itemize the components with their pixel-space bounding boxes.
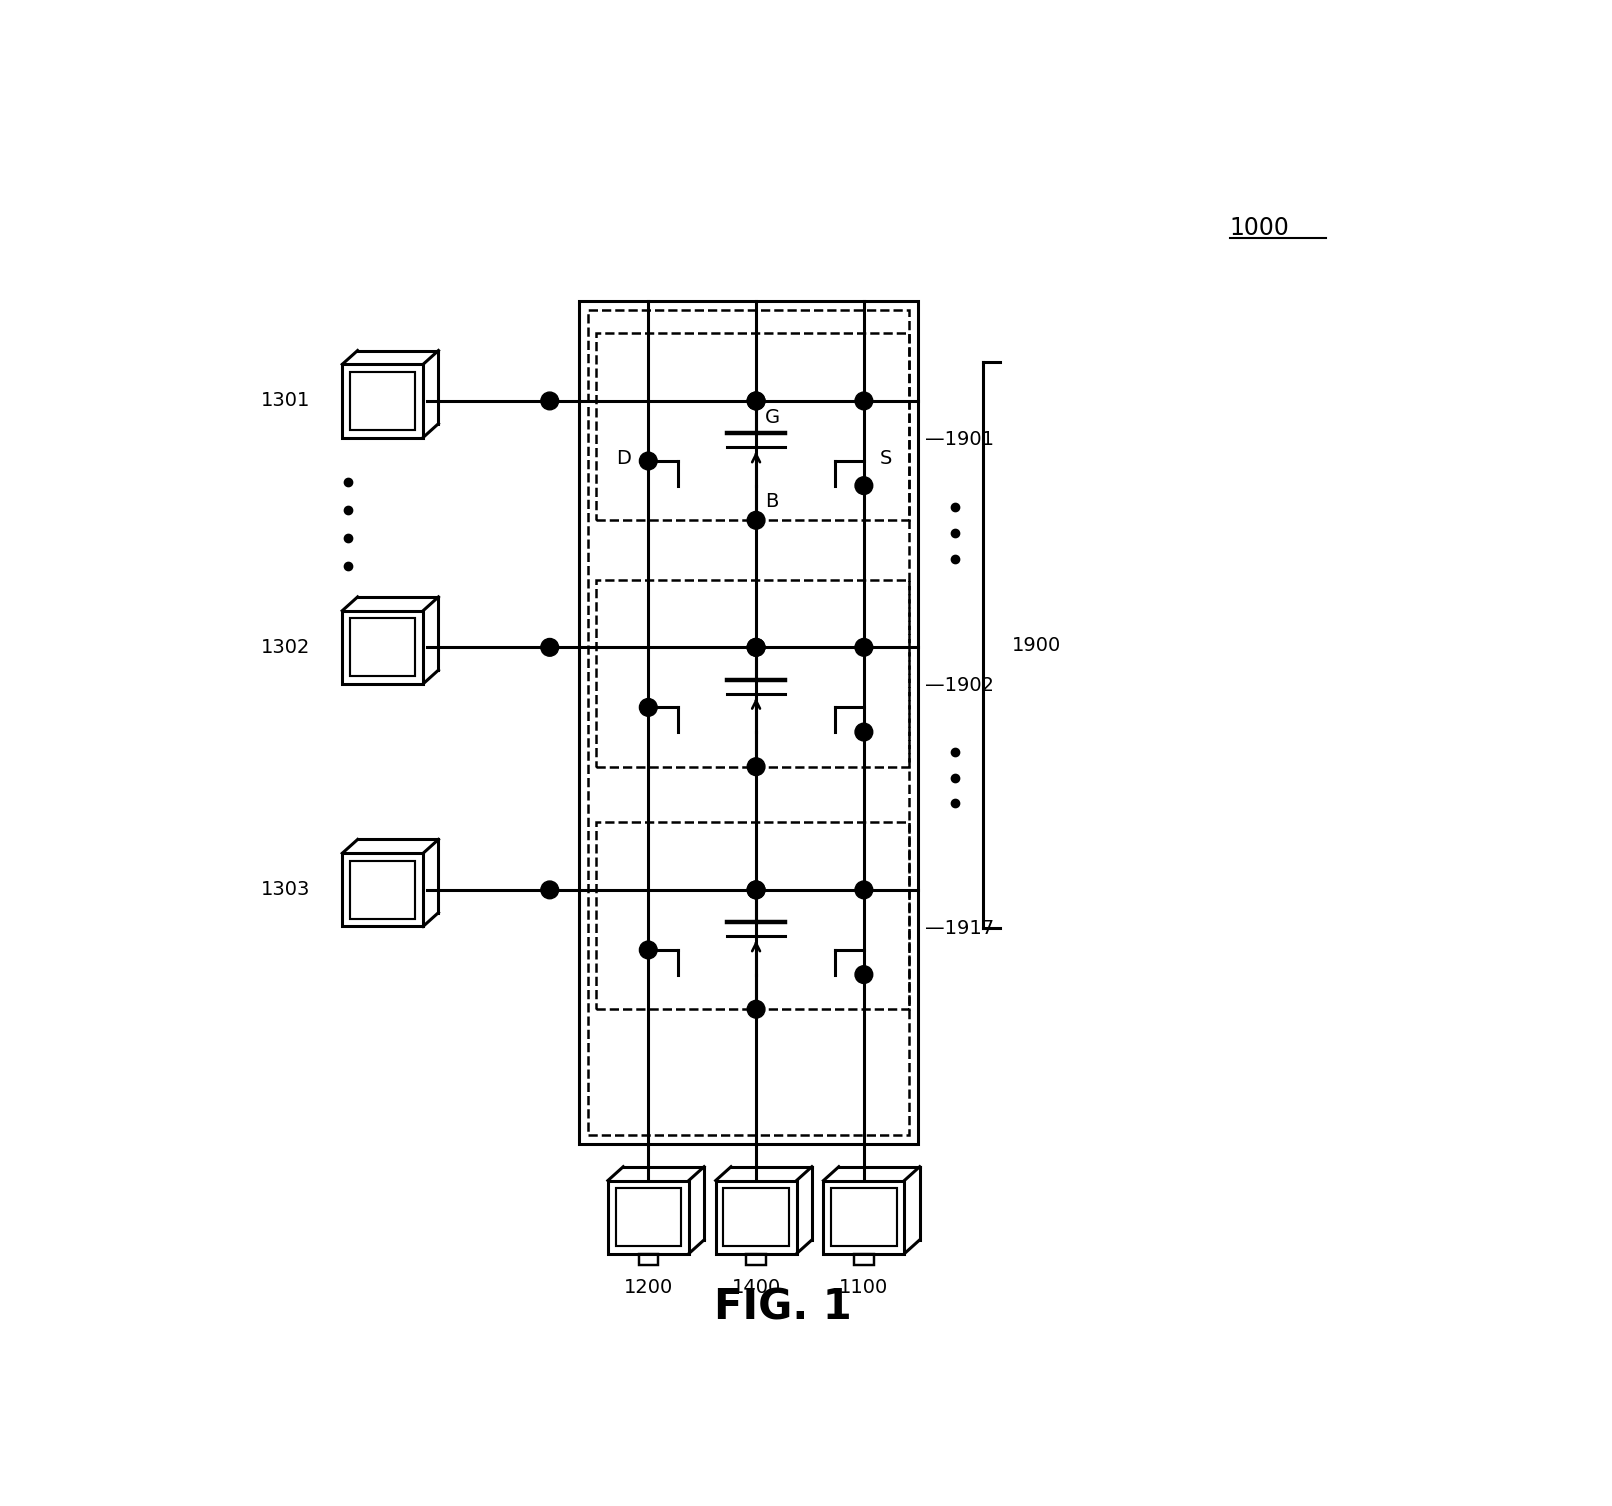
Circle shape	[542, 392, 559, 410]
Text: FIG. 1: FIG. 1	[714, 1288, 851, 1328]
Bar	[588, 310, 909, 1134]
Text: S: S	[879, 449, 891, 468]
Bar	[596, 822, 909, 1009]
Bar	[596, 333, 909, 520]
Bar	[342, 854, 422, 926]
Circle shape	[748, 512, 766, 529]
Circle shape	[854, 965, 872, 983]
Circle shape	[748, 881, 766, 899]
Circle shape	[748, 392, 766, 410]
Bar	[350, 372, 416, 429]
Bar	[854, 1253, 874, 1265]
Bar	[579, 301, 917, 1145]
Circle shape	[854, 881, 872, 899]
Bar	[350, 861, 416, 919]
Text: 1302: 1302	[261, 639, 310, 657]
Circle shape	[854, 392, 872, 410]
Text: 1900: 1900	[1012, 636, 1061, 655]
Circle shape	[748, 392, 766, 410]
Circle shape	[854, 639, 872, 657]
Bar	[824, 1181, 904, 1253]
Text: 1200: 1200	[624, 1279, 672, 1297]
Circle shape	[854, 723, 872, 741]
Circle shape	[748, 639, 766, 657]
Circle shape	[854, 477, 872, 494]
Text: —1901: —1901	[925, 429, 995, 449]
Circle shape	[542, 881, 559, 899]
Text: G: G	[766, 408, 780, 428]
Bar	[342, 611, 422, 684]
Circle shape	[640, 699, 658, 717]
Text: —1902: —1902	[925, 676, 995, 696]
Bar	[716, 1181, 796, 1253]
Bar	[638, 1253, 658, 1265]
Bar	[746, 1253, 766, 1265]
Circle shape	[748, 758, 766, 776]
Bar	[832, 1188, 896, 1245]
Bar	[616, 1188, 680, 1245]
Text: B: B	[766, 492, 779, 511]
Text: 1301: 1301	[261, 392, 310, 411]
Bar	[350, 619, 416, 676]
Circle shape	[748, 881, 766, 899]
Text: D: D	[616, 449, 632, 468]
Text: 1000: 1000	[1230, 215, 1290, 239]
Circle shape	[748, 639, 766, 657]
Bar	[608, 1181, 688, 1253]
Text: —1917: —1917	[925, 919, 995, 938]
Bar	[342, 364, 422, 438]
Circle shape	[748, 1000, 766, 1018]
Bar	[724, 1188, 788, 1245]
Bar	[596, 580, 909, 767]
Circle shape	[640, 941, 658, 959]
Text: 1100: 1100	[840, 1279, 888, 1297]
Circle shape	[542, 639, 559, 657]
Circle shape	[640, 452, 658, 470]
Text: 1400: 1400	[732, 1279, 780, 1297]
Text: 1303: 1303	[261, 881, 310, 899]
